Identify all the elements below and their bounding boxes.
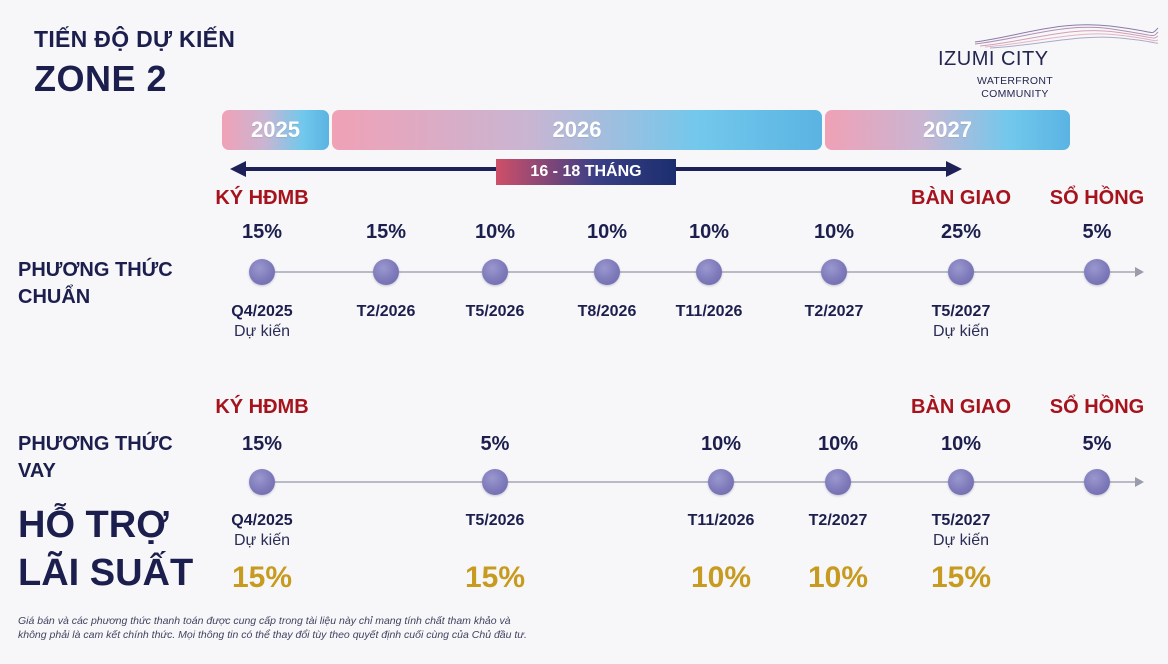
standard-date-label: T2/2026 (356, 303, 416, 320)
interest-support-pct: 10% (807, 561, 869, 594)
standard-dot (821, 259, 847, 285)
interest-support-pct: 15% (930, 561, 992, 594)
arrow-left-icon (230, 161, 246, 177)
disclaimer-line-1: Giá bán và các phương thức thanh toán đư… (18, 615, 511, 627)
loan-date-label: T5/2027 (931, 512, 991, 529)
standard-date-note: Dự kiến (932, 323, 990, 340)
standard-dot (594, 259, 620, 285)
loan-timeline-arrow-icon (1135, 477, 1144, 487)
loan-dot (1084, 469, 1110, 495)
standard-timeline-line (250, 271, 1135, 273)
loan-timeline-line (250, 481, 1135, 483)
disclaimer: Giá bán và các phương thức thanh toán đư… (18, 614, 718, 642)
logo-sub-2: COMMUNITY (981, 88, 1049, 100)
arrow-right-icon (946, 161, 962, 177)
standard-date: T11/2026 (676, 303, 743, 321)
milestone-pinkbook-2: SỔ HỒNG (1049, 396, 1145, 418)
standard-pct: 10% (813, 221, 855, 243)
milestone-handover-1: BÀN GIAO (911, 187, 1011, 209)
loan-date: T5/2026 (466, 512, 525, 530)
interest-support-pct: 10% (690, 561, 752, 594)
loan-label-2: VAY (18, 460, 56, 482)
standard-date: T8/2026 (578, 303, 637, 321)
milestone-sign-2: KÝ HĐMB (215, 396, 309, 418)
standard-date-label: T11/2026 (675, 303, 743, 320)
logo-name: IZUMI CITY (938, 48, 1049, 70)
standard-dot (1084, 259, 1110, 285)
standard-date: Q4/2025 Dự kiến (231, 303, 292, 341)
standard-timeline-arrow-icon (1135, 267, 1144, 277)
loan-pct: 10% (817, 433, 859, 455)
standard-pct: 10% (586, 221, 628, 243)
logo-sub-1: WATERFRONT (977, 75, 1053, 87)
standard-label-2: CHUẨN (18, 286, 91, 308)
milestone-handover-2: BÀN GIAO (911, 396, 1011, 418)
standard-date-label: T2/2027 (804, 303, 864, 320)
standard-date-label: T5/2026 (465, 303, 525, 320)
standard-date-label: T8/2026 (577, 303, 637, 320)
loan-date-label: Q4/2025 (231, 512, 293, 529)
loan-date-label: T5/2026 (465, 512, 525, 529)
milestone-sign-1: KÝ HĐMB (215, 187, 309, 209)
standard-date: T5/2026 (466, 303, 525, 321)
standard-pct: 25% (940, 221, 982, 243)
disclaimer-line-2: không phải là cam kết chính thức. Mọi th… (18, 629, 527, 641)
loan-pct: 5% (480, 433, 510, 455)
standard-pct: 5% (1082, 221, 1112, 243)
year-bar-2025: 2025 (222, 110, 329, 150)
standard-date: T2/2026 (357, 303, 416, 321)
standard-dot (482, 259, 508, 285)
loan-dot (948, 469, 974, 495)
loan-date-note: Dự kiến (233, 532, 291, 549)
standard-date-label: T5/2027 (931, 303, 991, 320)
interest-support-pct: 15% (464, 561, 526, 594)
loan-dot (825, 469, 851, 495)
loan-date: Q4/2025 Dự kiến (231, 512, 292, 550)
year-bar-2027: 2027 (825, 110, 1070, 150)
milestone-pinkbook-1: SỔ HỒNG (1049, 187, 1145, 209)
izumi-city-logo: IZUMI CITY WATERFRONT COMMUNITY (930, 14, 1160, 104)
support-label-2: LÃI SUẤT (18, 552, 194, 594)
loan-date-label: T2/2027 (808, 512, 868, 529)
standard-pct: 15% (365, 221, 407, 243)
interest-support-pct: 15% (231, 561, 293, 594)
loan-dot (708, 469, 734, 495)
support-label-1: HỖ TRỢ (18, 504, 169, 546)
duration-badge: 16 - 18 THÁNG (496, 159, 676, 185)
standard-dot (373, 259, 399, 285)
wave-logo-icon (974, 24, 1159, 49)
standard-dot (948, 259, 974, 285)
standard-date: T5/2027 Dự kiến (932, 303, 991, 341)
standard-date: T2/2027 (805, 303, 864, 321)
loan-pct: 5% (1082, 433, 1112, 455)
year-bar-2026: 2026 (332, 110, 822, 150)
loan-date: T2/2027 (809, 512, 868, 530)
loan-dot (249, 469, 275, 495)
loan-dot (482, 469, 508, 495)
standard-date-label: Q4/2025 (231, 303, 293, 320)
loan-date: T11/2026 (688, 512, 755, 530)
standard-date-note: Dự kiến (233, 323, 291, 340)
loan-pct: 10% (700, 433, 742, 455)
loan-date-label: T11/2026 (687, 512, 755, 529)
loan-date: T5/2027 Dự kiến (932, 512, 991, 550)
standard-dot (249, 259, 275, 285)
standard-dot (696, 259, 722, 285)
page-subtitle: TIẾN ĐỘ DỰ KIẾN (34, 26, 236, 52)
loan-label-1: PHƯƠNG THỨC (18, 433, 173, 455)
standard-pct: 10% (688, 221, 730, 243)
loan-date-note: Dự kiến (932, 532, 990, 549)
loan-pct: 15% (241, 433, 283, 455)
page-title: ZONE 2 (34, 58, 168, 99)
standard-label-1: PHƯƠNG THỨC (18, 259, 173, 281)
standard-pct: 15% (241, 221, 283, 243)
standard-pct: 10% (474, 221, 516, 243)
loan-pct: 10% (940, 433, 982, 455)
